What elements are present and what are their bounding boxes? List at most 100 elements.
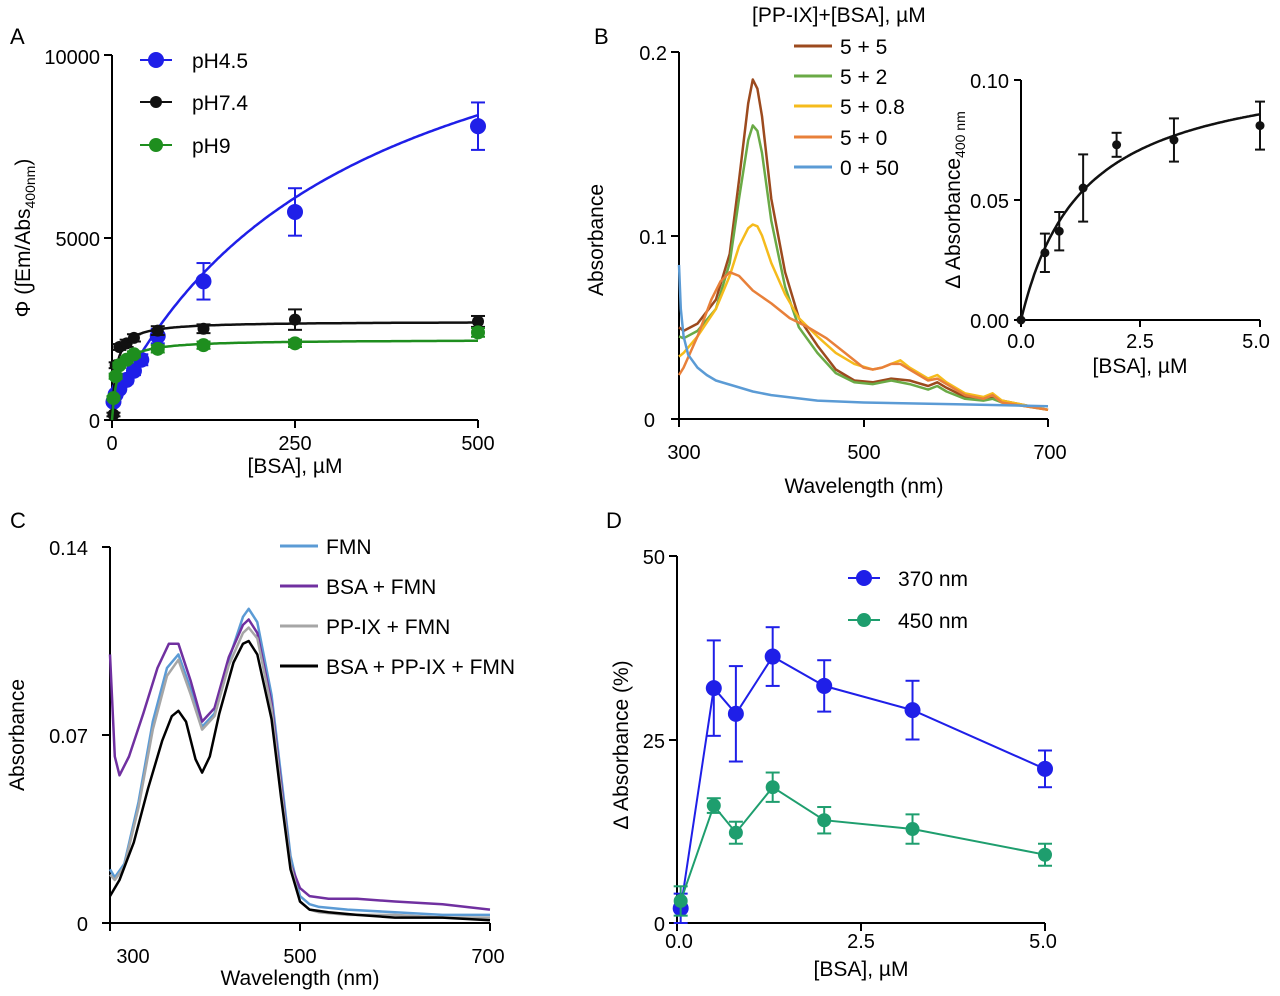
panel-d-ytick-label: 25 — [643, 731, 665, 753]
legend-marker — [149, 138, 163, 152]
panel-a-data-point — [287, 203, 303, 220]
panel-b-series-line — [678, 223, 1049, 412]
inset-xtick-label: 5.0 — [1242, 331, 1270, 353]
panel-d-data-point — [727, 705, 744, 722]
inset-data-point — [1040, 248, 1050, 258]
panel-d: D 50 25 0 0.0 2.5 5.0 [BSA], µM Δ Absorb… — [606, 508, 1057, 981]
panel-a-data-point — [196, 338, 211, 353]
panel-c-axis-lines — [109, 547, 490, 924]
panel-b-xtick-label: 300 — [667, 442, 700, 464]
panel-d-legend: 370 nm 450 nm — [848, 568, 968, 633]
panel-b-xtick-label: 700 — [1033, 442, 1066, 464]
panel-d-xtick-label: 5.0 — [1029, 931, 1057, 953]
panel-a-data-point — [195, 273, 212, 290]
panel-d-data-point — [764, 648, 781, 665]
panel-b-plot — [677, 78, 1049, 412]
panel-c-label: C — [10, 508, 26, 533]
panel-c-plot — [108, 607, 491, 922]
panel-a-legend: pH4.5 pH7.4 pH9 — [140, 50, 248, 158]
panel-b-xtick-label: 500 — [847, 442, 880, 464]
panel-c-series-line — [108, 618, 491, 911]
panel-d-data-point — [905, 822, 920, 837]
panel-c-ytick-label: 0 — [77, 914, 88, 936]
panel-d-axis-lines — [676, 556, 1045, 924]
panel-a-data-point — [150, 341, 165, 356]
panel-b-ytick-label: 0.1 — [639, 227, 667, 249]
panel-a-axes — [104, 54, 479, 428]
panel-a-axis-lines — [111, 55, 478, 421]
legend-label: FMN — [326, 536, 372, 559]
panel-d-data-point — [728, 825, 743, 840]
legend-marker — [857, 613, 871, 627]
panel-d-label: D — [606, 508, 622, 533]
panel-a-xlabel: [BSA], µM — [248, 455, 343, 478]
legend-label: 5 + 5 — [840, 36, 887, 59]
panel-d-data-point — [673, 893, 688, 908]
panel-d-data-point — [1038, 847, 1052, 862]
panel-c-xtick-label: 300 — [116, 946, 149, 968]
inset-fit-curve — [1019, 113, 1261, 321]
panel-a-data-point — [151, 324, 164, 337]
panel-d-data-point — [705, 680, 722, 697]
panel-d-data-point — [765, 780, 780, 795]
panel-b-series-line — [678, 124, 1049, 412]
panel-a-data-point — [472, 315, 484, 328]
panel-a-data-point — [106, 391, 121, 406]
panel-d-data-point — [706, 798, 721, 813]
panel-d-xtick-label: 0.0 — [665, 931, 693, 953]
panel-b-legend-title: [PP-IX]+[BSA], µM — [752, 4, 926, 27]
panel-b-series-line — [677, 270, 1049, 412]
panel-d-data-point — [817, 813, 832, 828]
inset-xlabel: [BSA], µM — [1093, 355, 1188, 378]
inset-ytick-label: 0.00 — [970, 311, 1009, 333]
legend-label: 5 + 0.8 — [840, 96, 905, 119]
panel-c-xlabel: Wavelength (nm) — [220, 967, 379, 990]
panel-b-legend: 5 + 5 5 + 2 5 + 0.8 5 + 0 0 + 50 — [794, 36, 905, 180]
panel-c-xtick-label: 700 — [471, 946, 504, 968]
panel-c-series-line — [108, 639, 491, 922]
panel-a-label: A — [10, 24, 25, 49]
legend-label: BSA + PP-IX + FMN — [326, 656, 515, 679]
panel-c-series-line — [108, 607, 490, 917]
inset-data-point — [1016, 315, 1026, 325]
panel-c-axes — [102, 546, 491, 931]
panel-b-series-line — [678, 78, 1049, 412]
inset-xtick-label: 0.0 — [1007, 331, 1035, 353]
panel-d-data-point — [904, 702, 921, 719]
panel-a-xtick-label: 500 — [461, 433, 494, 455]
panel-d-ytick-label: 0 — [654, 914, 665, 936]
panel-a-fit-curve — [110, 339, 478, 421]
panel-a-data-point — [470, 118, 486, 135]
panel-a-ytick-label: 10000 — [44, 47, 100, 69]
inset-data-point — [1054, 226, 1064, 236]
legend-marker — [856, 570, 872, 586]
panel-d-xlabel: [BSA], µM — [814, 958, 909, 981]
panel-a-ytick-label: 5000 — [56, 229, 101, 251]
panel-a-xtick-label: 0 — [106, 433, 117, 455]
inset-ytick-label: 0.10 — [970, 71, 1009, 93]
legend-label: 450 nm — [898, 610, 968, 633]
panel-a-data-point — [289, 313, 301, 326]
legend-label: BSA + FMN — [326, 576, 436, 599]
panel-a-xtick-label: 250 — [278, 433, 311, 455]
panel-d-ylabel: Δ Absorbance (%) — [610, 660, 633, 829]
panel-b-ytick-label: 0.2 — [639, 43, 667, 65]
panel-a-fit-curve — [110, 113, 479, 406]
legend-label: 0 + 50 — [840, 157, 899, 180]
panel-d-xtick-label: 2.5 — [847, 931, 875, 953]
inset-data-point — [1255, 121, 1265, 131]
legend-label: 370 nm — [898, 568, 968, 591]
panel-c-xtick-label: 500 — [283, 946, 316, 968]
inset-data-point — [1112, 140, 1122, 150]
panel-a-ylabel: Φ (∫Em/Abs400nm) — [12, 159, 38, 318]
panel-c-ylabel: Absorbance — [6, 679, 29, 791]
legend-label: PP-IX + FMN — [326, 616, 450, 639]
inset-xtick-label: 2.5 — [1126, 331, 1154, 353]
panel-a-data-point — [288, 336, 302, 351]
legend-label: 5 + 0 — [840, 127, 887, 150]
panel-b: B 0.2 0.1 0 300 500 700 Wavelength (nm) … — [585, 4, 1270, 498]
panel-b-label: B — [594, 24, 609, 49]
panel-c: C 0.14 0.07 0 300 500 700 Wavelength (nm… — [6, 508, 515, 990]
inset-axes — [1014, 79, 1261, 327]
